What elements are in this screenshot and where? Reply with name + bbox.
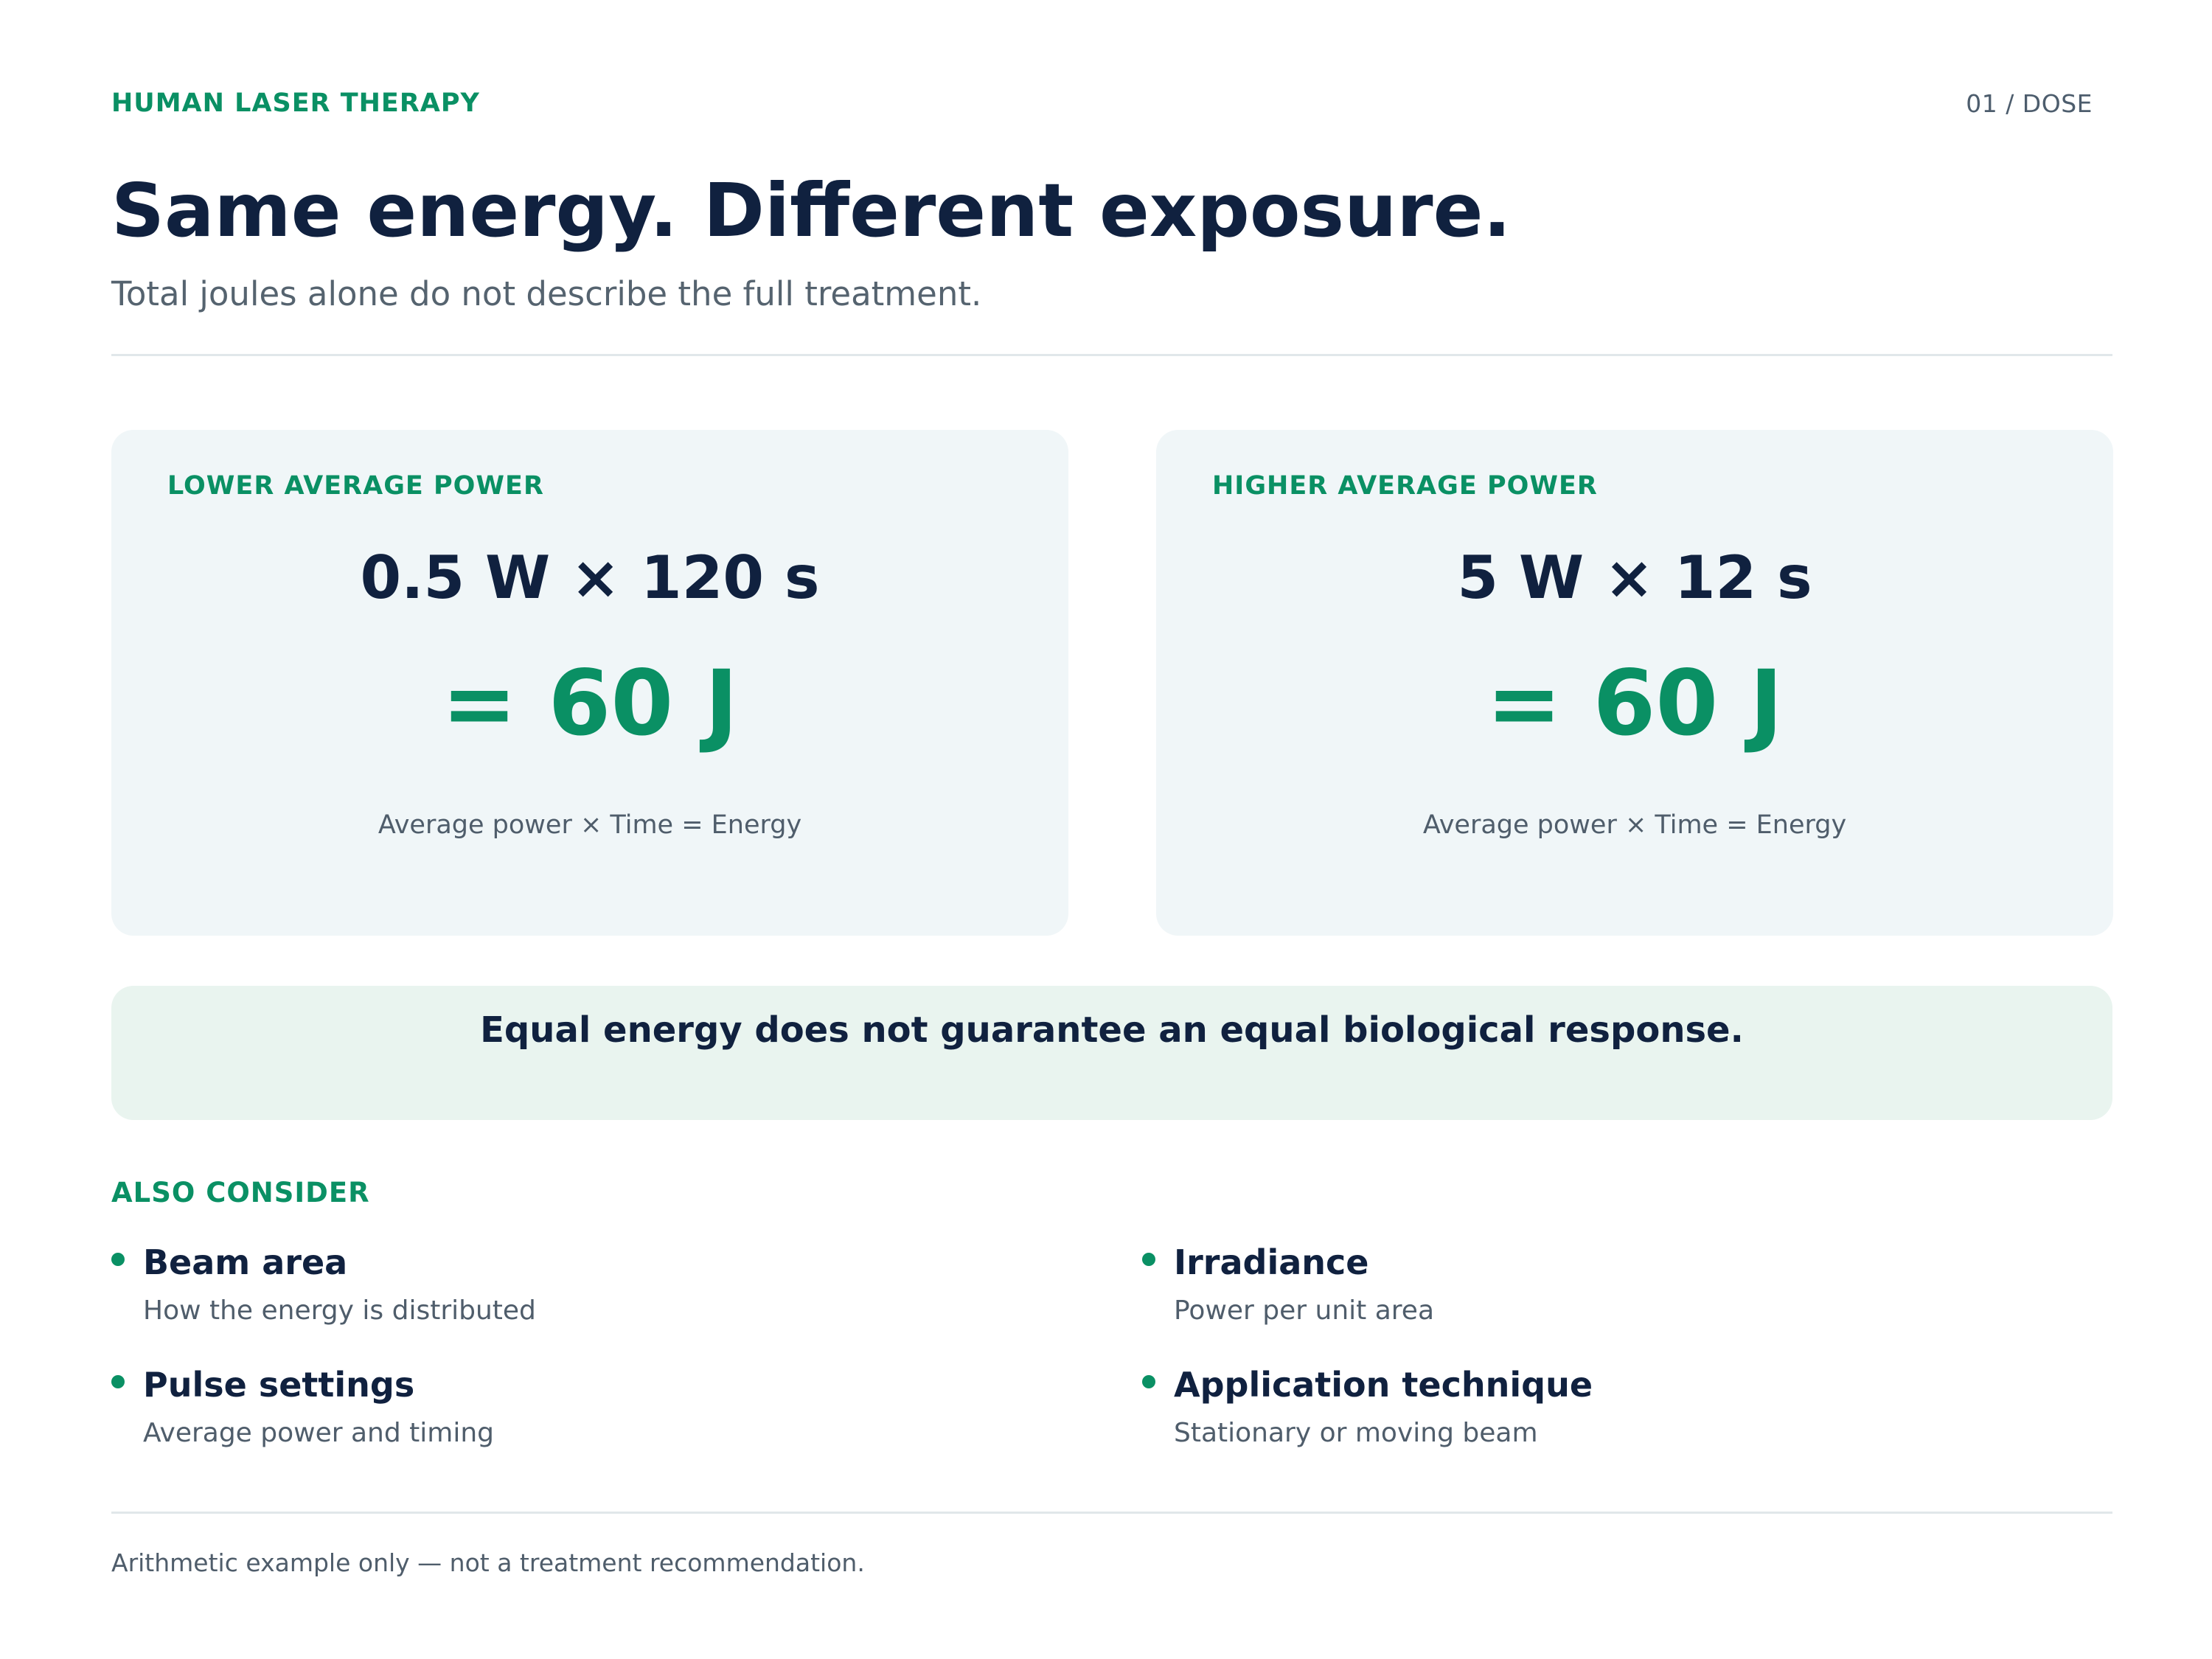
footer-divider (111, 1512, 2112, 1514)
footnote: Arithmetic example only — not a treatmen… (111, 1548, 865, 1577)
header-divider (111, 354, 2112, 356)
callout-text: Equal energy does not guarantee an equal… (480, 1009, 1744, 1051)
item-title: Application technique (1174, 1365, 1593, 1405)
bullet-dot-icon (1142, 1253, 1155, 1266)
bullet-dot-icon (1142, 1375, 1155, 1388)
higher-power-card: HIGHER AVERAGE POWER 5 W × 12 s = 60 J A… (1156, 430, 2113, 936)
card-result: = 60 J (441, 651, 739, 756)
page-subtitle: Total joules alone do not describe the f… (111, 274, 982, 313)
card-result: = 60 J (1486, 651, 1784, 756)
eyebrow-label: HUMAN LASER THERAPY (111, 88, 480, 118)
item-description: Average power and timing (143, 1418, 495, 1448)
key-message-callout: Equal energy does not guarantee an equal… (111, 986, 2112, 1120)
item-title: Beam area (143, 1242, 348, 1282)
card-formula: 5 W × 12 s (1457, 543, 1812, 612)
bullet-dot-icon (111, 1253, 125, 1266)
card-label: HIGHER AVERAGE POWER (1212, 471, 1598, 501)
section-label: ALSO CONSIDER (111, 1177, 370, 1208)
item-description: Stationary or moving beam (1174, 1418, 1538, 1448)
lower-power-card: LOWER AVERAGE POWER 0.5 W × 120 s = 60 J… (111, 430, 1068, 936)
item-title: Pulse settings (143, 1365, 415, 1405)
item-description: How the energy is distributed (143, 1295, 536, 1326)
page-title: Same energy. Different exposure. (111, 167, 1512, 254)
bullet-dot-icon (111, 1375, 125, 1388)
card-label: LOWER AVERAGE POWER (167, 471, 544, 501)
card-caption: Average power × Time = Energy (378, 810, 802, 840)
card-caption: Average power × Time = Energy (1422, 810, 1847, 840)
card-formula: 0.5 W × 120 s (360, 543, 820, 612)
page-indicator: 01 / DOSE (1966, 89, 2093, 118)
item-description: Power per unit area (1174, 1295, 1435, 1326)
item-title: Irradiance (1174, 1242, 1369, 1282)
